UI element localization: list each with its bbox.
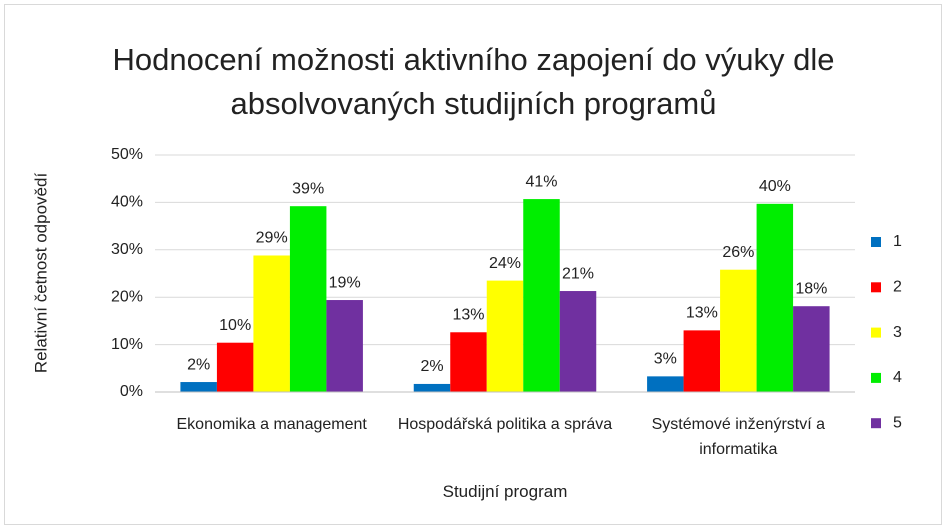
- y-tick-label: 20%: [111, 288, 143, 305]
- legend-label: 5: [893, 414, 902, 431]
- x-tick-label: Ekonomika a management: [176, 416, 367, 433]
- data-label: 41%: [525, 173, 557, 190]
- y-tick-label: 10%: [111, 336, 143, 353]
- bar: [450, 332, 487, 392]
- bar: [523, 199, 560, 392]
- data-label: 2%: [420, 358, 443, 375]
- data-label: 19%: [329, 274, 361, 291]
- x-tick-label: Hospodářská politika a správa: [397, 416, 613, 433]
- chart-title: Hodnocení možnosti aktivního zapojení do…: [112, 42, 835, 121]
- bar: [180, 382, 217, 392]
- bar: [326, 300, 363, 392]
- legend-label: 1: [893, 233, 902, 250]
- y-tick-label: 40%: [111, 194, 143, 211]
- bar: [647, 376, 684, 392]
- bar: [756, 203, 794, 392]
- legend-swatch: [871, 327, 881, 338]
- y-tick-label: 50%: [111, 146, 143, 163]
- legend-label: 3: [893, 324, 902, 341]
- data-label: 29%: [256, 230, 288, 247]
- data-label: 3%: [654, 351, 677, 368]
- bar: [793, 306, 830, 392]
- bar: [216, 342, 254, 392]
- legend-swatch: [871, 237, 881, 247]
- data-label: 24%: [489, 255, 521, 272]
- x-tick-label: Systémové inženýrství a informatika: [651, 416, 826, 458]
- data-label: 39%: [292, 180, 324, 197]
- data-label: 13%: [452, 306, 484, 323]
- y-axis-label: Relativní četnost odpovědí: [31, 173, 50, 374]
- bar: [253, 255, 290, 392]
- data-label: 40%: [759, 178, 791, 195]
- bar: [289, 206, 327, 392]
- x-axis-label: Studijní program: [442, 482, 568, 501]
- legend-swatch: [871, 282, 881, 293]
- data-label: 13%: [686, 305, 718, 322]
- data-label: 2%: [187, 356, 210, 373]
- data-label: 18%: [795, 280, 827, 297]
- bar: [683, 330, 721, 392]
- legend-label: 2: [893, 279, 902, 296]
- legend-swatch: [871, 418, 881, 429]
- legend-swatch: [871, 372, 881, 383]
- bar: [720, 269, 757, 392]
- data-label: 26%: [722, 244, 754, 261]
- bar: [413, 383, 451, 392]
- y-tick-label: 30%: [111, 241, 143, 258]
- data-label: 21%: [562, 265, 594, 282]
- y-tick-label: 0%: [120, 383, 143, 400]
- legend-label: 4: [893, 369, 902, 386]
- data-label: 10%: [219, 317, 251, 334]
- bar: [486, 280, 524, 392]
- bar: [559, 291, 597, 392]
